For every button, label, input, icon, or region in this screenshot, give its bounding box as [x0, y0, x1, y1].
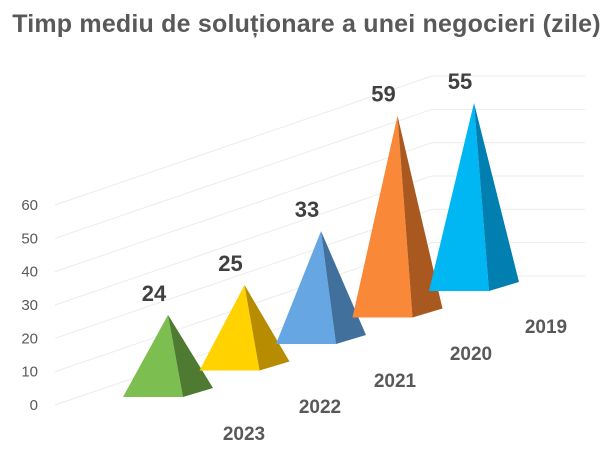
y-tick-label: 40: [21, 264, 38, 281]
gridline: [54, 108, 585, 239]
data-label: 33: [295, 197, 319, 222]
y-tick-label: 10: [21, 364, 38, 381]
pyramid-2020: 59: [352, 82, 443, 318]
pyramid-2021: 33: [276, 197, 366, 344]
pyramid-2023: 24: [123, 281, 213, 397]
pyramids: 24 25 33 59 55: [123, 69, 519, 397]
pyramid-front-face: [352, 115, 413, 318]
y-axis-ticks: 0 10 20 30 40 50 60: [21, 197, 38, 414]
pyramid-front-face: [276, 231, 336, 344]
pyramid-front-face: [123, 314, 183, 397]
y-tick-label: 0: [30, 397, 38, 414]
category-label: 2021: [374, 371, 417, 392]
category-label: 2023: [223, 424, 265, 445]
pyramid-2019: 55: [429, 69, 519, 292]
category-label: 2019: [525, 317, 567, 338]
gridline: [54, 242, 585, 373]
category-label: 2022: [299, 397, 341, 418]
y-tick-label: 60: [21, 197, 38, 214]
data-label: 55: [448, 69, 472, 94]
gridline: [54, 175, 585, 306]
chart-title: Timp mediu de soluționare a unei negocie…: [12, 10, 601, 38]
x-axis-categories: 2023 2022 2021 2020 2019: [223, 317, 567, 445]
data-label: 24: [142, 281, 167, 306]
y-tick-label: 50: [21, 230, 38, 247]
gridline: [54, 142, 585, 273]
y-tick-label: 30: [21, 297, 38, 314]
category-label: 2020: [450, 344, 492, 365]
data-label: 59: [371, 82, 395, 107]
pyramid-front-face: [199, 285, 260, 371]
pyramid-side-face: [397, 115, 443, 318]
pyramid-side-face: [168, 314, 213, 397]
pyramid-side-face: [474, 102, 519, 292]
gridline: [54, 208, 585, 339]
gridline: [54, 75, 585, 206]
pyramid-side-face: [244, 285, 290, 371]
pyramid-2022: 25: [199, 251, 290, 371]
data-label: 25: [218, 251, 242, 276]
pyramid-front-face: [429, 102, 489, 292]
y-tick-label: 20: [21, 330, 38, 347]
